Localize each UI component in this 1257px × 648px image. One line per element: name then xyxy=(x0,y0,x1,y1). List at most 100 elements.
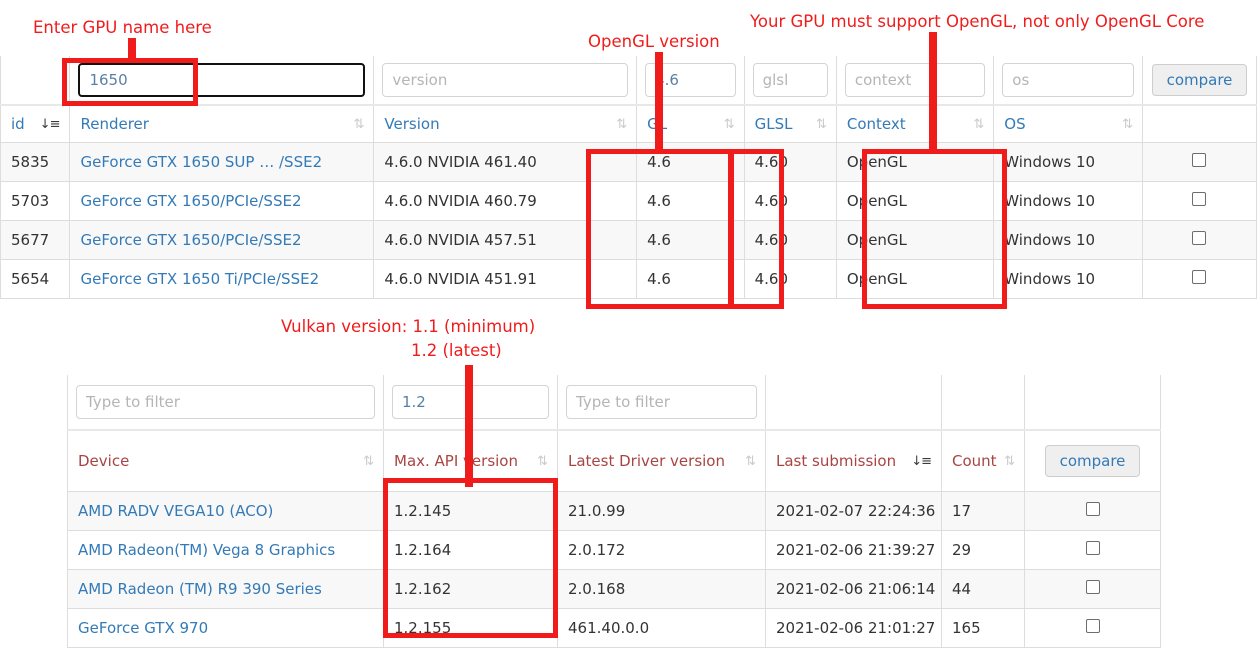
vulkan-header-driver[interactable]: Latest Driver version ⇅ xyxy=(557,429,766,492)
device-link[interactable]: AMD Radeon (TM) R9 390 Series xyxy=(78,580,322,598)
table-row: 5654 GeForce GTX 1650 Ti/PCIe/SSE2 4.6.0… xyxy=(0,259,1257,299)
table-row: GeForce GTX 970 1.2.155 461.40.0.0 2021-… xyxy=(67,608,1161,648)
cell-gl: 4.6 xyxy=(636,220,745,260)
cell-renderer: GeForce GTX 1650/PCIe/SSE2 xyxy=(69,220,375,260)
opengl-filter-cell-renderer xyxy=(69,56,375,106)
cell-id: 5835 xyxy=(0,142,71,182)
vulkan-header-compare: compare xyxy=(1024,429,1161,492)
cell-version: 4.6.0 NVIDIA 460.79 xyxy=(373,181,638,221)
sort-both-icon: ⇅ xyxy=(1004,453,1015,469)
cell-api-version: 1.2.145 xyxy=(383,491,558,531)
cell-glsl: 4.60 xyxy=(743,259,837,299)
cell-count: 29 xyxy=(941,530,1025,570)
api-version-filter-input[interactable] xyxy=(392,385,549,419)
opengl-header-context-label: Context xyxy=(846,115,906,133)
cell-driver-version: 21.0.99 xyxy=(557,491,766,531)
device-filter-input[interactable] xyxy=(76,385,375,419)
cell-os: Windows 10 xyxy=(993,220,1143,260)
opengl-header-gl-label: GL xyxy=(647,115,668,133)
cell-driver-version: 2.0.172 xyxy=(557,530,766,570)
opengl-compare-button[interactable]: compare xyxy=(1151,64,1248,96)
table-row: AMD Radeon(TM) Vega 8 Graphics 1.2.164 2… xyxy=(67,530,1161,570)
opengl-filter-cell-compare: compare xyxy=(1141,56,1257,106)
cell-last-submission: 2021-02-06 21:06:14 xyxy=(765,569,942,609)
vulkan-compare-button[interactable]: compare xyxy=(1044,445,1141,477)
row-checkbox[interactable] xyxy=(1192,192,1207,206)
opengl-header-os-label: OS xyxy=(1004,115,1026,133)
vulkan-filter-cell-submission xyxy=(765,375,942,431)
renderer-link[interactable]: GeForce GTX 1650 Ti/PCIe/SSE2 xyxy=(80,270,320,288)
sort-both-icon: ⇅ xyxy=(723,116,735,132)
cell-last-submission: 2021-02-06 21:01:27 xyxy=(765,608,942,648)
renderer-link[interactable]: GeForce GTX 1650 SUP … /SSE2 xyxy=(80,153,323,171)
glsl-filter-input[interactable] xyxy=(752,63,828,97)
device-link[interactable]: AMD RADV VEGA10 (ACO) xyxy=(78,502,274,520)
device-link[interactable]: AMD Radeon(TM) Vega 8 Graphics xyxy=(78,541,336,559)
context-filter-input[interactable] xyxy=(844,63,986,97)
cell-renderer: GeForce GTX 1650 Ti/PCIe/SSE2 xyxy=(69,259,375,299)
vulkan-report-table: Device ⇅ Max. API version ⇅ Latest Drive… xyxy=(67,375,1161,648)
opengl-filter-cell-os xyxy=(993,56,1143,106)
opengl-header-glsl[interactable]: GLSL ⇅ xyxy=(743,104,837,143)
renderer-link[interactable]: GeForce GTX 1650/PCIe/SSE2 xyxy=(80,231,302,249)
cell-select xyxy=(1141,220,1257,260)
cell-last-submission: 2021-02-06 21:39:27 xyxy=(765,530,942,570)
row-checkbox[interactable] xyxy=(1085,541,1100,555)
vulkan-header-device[interactable]: Device ⇅ xyxy=(67,429,384,492)
cell-glsl: 4.60 xyxy=(743,181,837,221)
renderer-link[interactable]: GeForce GTX 1650/PCIe/SSE2 xyxy=(80,192,302,210)
opengl-filter-cell-gl xyxy=(636,56,745,106)
opengl-header-renderer[interactable]: Renderer ⇅ xyxy=(69,104,375,143)
cell-select xyxy=(1024,608,1161,648)
vulkan-header-submission-label: Last submission xyxy=(776,452,897,470)
row-checkbox[interactable] xyxy=(1085,502,1100,516)
opengl-filter-cell-version xyxy=(373,56,638,106)
vulkan-filter-cell-api xyxy=(383,375,558,431)
cell-api-version: 1.2.162 xyxy=(383,569,558,609)
cell-renderer: GeForce GTX 1650/PCIe/SSE2 xyxy=(69,181,375,221)
opengl-filter-cell-context xyxy=(835,56,995,106)
sort-both-icon: ⇅ xyxy=(973,116,984,132)
cell-device: AMD Radeon(TM) Vega 8 Graphics xyxy=(67,530,384,570)
vulkan-filter-cell-compare xyxy=(1024,375,1161,431)
cell-os: Windows 10 xyxy=(993,259,1143,299)
os-filter-input[interactable] xyxy=(1002,63,1134,97)
opengl-filter-cell-id xyxy=(0,56,71,106)
cell-context: OpenGL xyxy=(835,220,995,260)
cell-api-version: 1.2.155 xyxy=(383,608,558,648)
opengl-header-id[interactable]: id ↓≡ xyxy=(0,104,71,143)
table-row: AMD Radeon (TM) R9 390 Series 1.2.162 2.… xyxy=(67,569,1161,609)
sort-both-icon: ⇅ xyxy=(815,116,827,132)
gl-filter-input[interactable] xyxy=(645,63,736,97)
opengl-header-glsl-label: GLSL xyxy=(754,115,793,133)
opengl-header-context[interactable]: Context ⇅ xyxy=(835,104,995,143)
table-row: 5677 GeForce GTX 1650/PCIe/SSE2 4.6.0 NV… xyxy=(0,220,1257,260)
vulkan-header-count[interactable]: Count ⇅ xyxy=(941,429,1025,492)
vulkan-header-api[interactable]: Max. API version ⇅ xyxy=(383,429,558,492)
cell-context: OpenGL xyxy=(835,142,995,182)
row-checkbox[interactable] xyxy=(1085,580,1100,594)
renderer-filter-input[interactable] xyxy=(78,63,366,97)
vulkan-filter-cell-device xyxy=(67,375,384,431)
vulkan-filter-row xyxy=(67,375,1161,431)
row-checkbox[interactable] xyxy=(1192,231,1207,245)
version-filter-input[interactable] xyxy=(382,63,629,97)
opengl-filter-cell-glsl xyxy=(743,56,837,106)
sort-both-icon: ⇅ xyxy=(353,116,365,132)
driver-version-filter-input[interactable] xyxy=(566,385,757,419)
row-checkbox[interactable] xyxy=(1085,619,1100,633)
device-link[interactable]: GeForce GTX 970 xyxy=(78,619,209,637)
row-checkbox[interactable] xyxy=(1192,270,1207,284)
cell-version: 4.6.0 NVIDIA 457.51 xyxy=(373,220,638,260)
row-checkbox[interactable] xyxy=(1192,153,1207,167)
opengl-header-os[interactable]: OS ⇅ xyxy=(993,104,1143,143)
vulkan-header-row: Device ⇅ Max. API version ⇅ Latest Drive… xyxy=(67,429,1161,492)
cell-api-version: 1.2.164 xyxy=(383,530,558,570)
opengl-header-version[interactable]: Version ⇅ xyxy=(373,104,638,143)
cell-version: 4.6.0 NVIDIA 461.40 xyxy=(373,142,638,182)
annotation-opengl-version: OpenGL version xyxy=(588,32,720,51)
cell-select xyxy=(1024,569,1161,609)
opengl-header-gl[interactable]: GL ⇅ xyxy=(636,104,745,143)
vulkan-filter-cell-count xyxy=(941,375,1025,431)
vulkan-header-submission[interactable]: Last submission ↓≡ xyxy=(765,429,942,492)
